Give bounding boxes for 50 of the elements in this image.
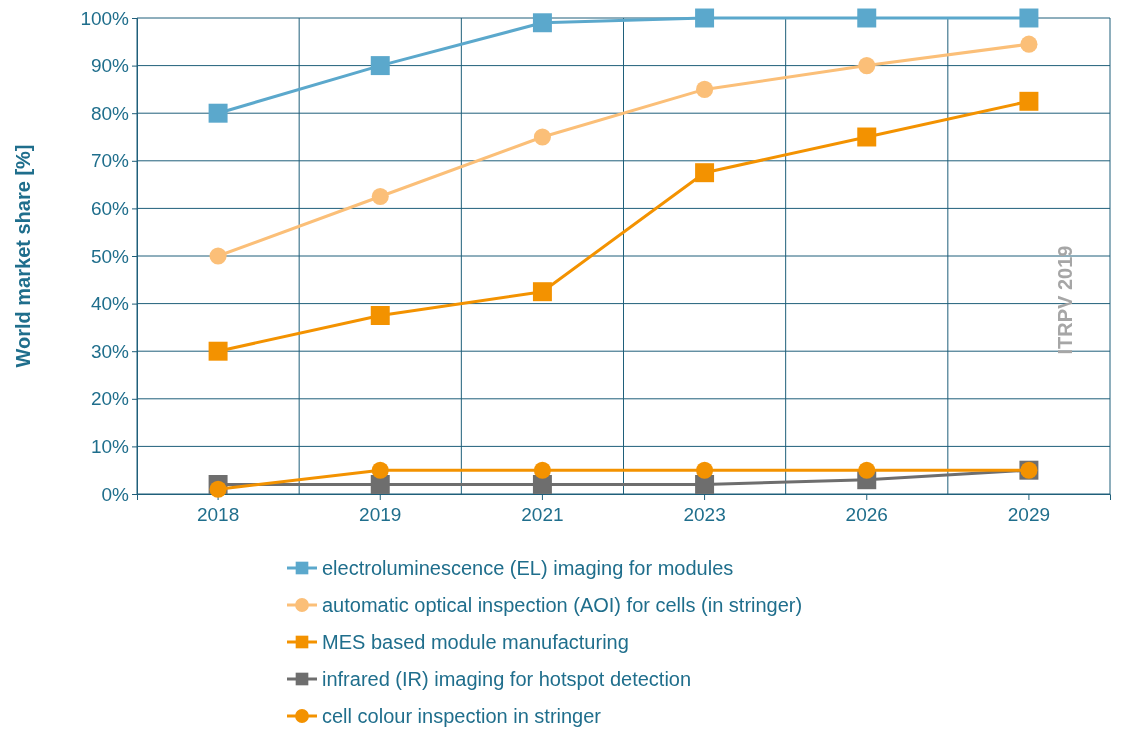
point [1019,8,1039,28]
point [695,474,715,494]
y-tick-label: 100% [80,7,130,29]
point [533,461,551,479]
y-tick-label: 20% [90,388,130,410]
point [532,282,552,302]
x-tick-label: 2029 [1007,504,1051,526]
legend-label: electroluminescence (EL) imaging for modules [322,557,734,579]
point [209,247,227,265]
annotation: ITRPV 2019 [1054,245,1076,355]
y-tick-label: 40% [90,293,130,315]
y-tick-label: 30% [90,340,130,362]
legend-label: cell colour inspection in stringer [322,705,602,727]
y-tick-label: 0% [101,483,130,505]
point [371,461,389,479]
y-tick-label: 60% [90,197,130,219]
x-tick-label: 2023 [683,504,726,526]
legend-label: automatic optical inspection (AOI) for cells (in stringer) [322,594,803,616]
point [695,8,715,28]
x-tick-label: 2021 [521,504,564,526]
point [370,56,390,76]
point [857,8,877,28]
point [858,57,876,75]
point [1020,35,1038,53]
point [370,474,390,494]
y-tick-label: 80% [90,102,130,124]
y-tick-label: 70% [90,150,130,172]
point [696,80,714,98]
point [533,128,551,146]
point [696,461,714,479]
x-tick-label: 2019 [359,504,402,526]
legend-label: MES based module manufacturing [322,631,629,653]
x-tick-label: 2026 [845,504,888,526]
point [858,461,876,479]
y-tick-label: 90% [90,55,130,77]
y-axis-title: World market share [%] [12,144,34,368]
point [209,480,227,498]
point [532,474,552,494]
x-tick-label: 2018 [196,504,240,526]
y-tick-label: 50% [90,245,130,267]
point [370,306,390,325]
legend-label: infrared (IR) imaging for hotspot detection [322,668,692,690]
point [532,13,552,33]
point [857,127,877,147]
point [1019,91,1039,111]
point [371,187,389,206]
point [695,163,715,183]
point [208,341,228,361]
y-tick-label: 10% [90,435,130,457]
point [208,103,228,123]
